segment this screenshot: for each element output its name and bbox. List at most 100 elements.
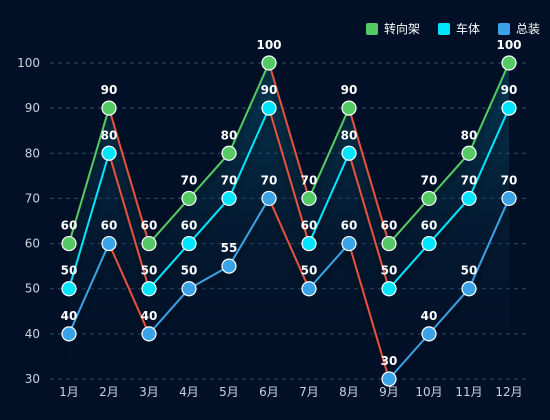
data-label-bogie-8: 90 bbox=[341, 83, 358, 97]
point-assembly-6[interactable] bbox=[261, 190, 277, 207]
series-segment-bogie-6 bbox=[268, 62, 310, 200]
series-segment-bogie-7 bbox=[308, 107, 350, 200]
x-tick-label-8: 8月 bbox=[339, 385, 359, 399]
point-body-12[interactable] bbox=[501, 100, 517, 116]
point-bogie-8[interactable] bbox=[341, 100, 357, 116]
y-tick-label-80: 80 bbox=[25, 146, 40, 160]
data-label-body-12: 90 bbox=[501, 83, 518, 97]
series-segment-bogie-1 bbox=[68, 107, 110, 245]
data-label-body-11: 70 bbox=[461, 173, 478, 187]
legend: 转向架 车体 总装 bbox=[365, 20, 540, 37]
point-bogie-6[interactable] bbox=[261, 55, 277, 71]
series-segment-bogie-8 bbox=[348, 107, 390, 245]
data-label-assembly-4: 50 bbox=[181, 264, 198, 278]
area-fill bbox=[69, 63, 509, 379]
point-bogie-4[interactable] bbox=[181, 190, 197, 207]
point-assembly-3[interactable] bbox=[141, 326, 157, 342]
point-assembly-12[interactable] bbox=[501, 190, 517, 207]
series-segment-body-9 bbox=[388, 242, 430, 290]
series-segment-assembly-2 bbox=[108, 242, 150, 335]
point-assembly-1[interactable] bbox=[61, 326, 77, 342]
point-body-8[interactable] bbox=[341, 145, 357, 161]
x-tick-label-12: 12月 bbox=[495, 385, 522, 399]
point-bogie-3[interactable] bbox=[141, 235, 157, 252]
series-segment-body-6 bbox=[268, 107, 310, 245]
point-body-1[interactable] bbox=[61, 281, 77, 297]
point-body-4[interactable] bbox=[181, 235, 197, 252]
y-tick-label-90: 90 bbox=[25, 101, 40, 115]
series-segment-bogie-10 bbox=[428, 152, 470, 200]
data-label-assembly-2: 60 bbox=[101, 219, 118, 233]
point-bogie-11[interactable] bbox=[461, 145, 477, 161]
data-label-bogie-1: 60 bbox=[61, 219, 78, 233]
series-segment-bogie-2 bbox=[108, 107, 150, 245]
point-bogie-1[interactable] bbox=[61, 235, 77, 252]
data-label-body-2: 80 bbox=[101, 128, 118, 142]
series-segment-body-11 bbox=[468, 107, 510, 200]
point-assembly-11[interactable] bbox=[461, 281, 477, 297]
legend-item-bogie[interactable]: 转向架 bbox=[365, 20, 420, 37]
x-tick-label-10: 10月 bbox=[415, 385, 442, 399]
point-body-6[interactable] bbox=[261, 100, 277, 116]
series-segment-body-10 bbox=[428, 197, 470, 245]
point-bogie-9[interactable] bbox=[381, 235, 397, 252]
y-tick-label-100: 100 bbox=[17, 56, 40, 70]
data-label-body-10: 60 bbox=[421, 219, 438, 233]
data-label-body-7: 60 bbox=[301, 219, 318, 233]
series-segment-assembly-6 bbox=[268, 197, 310, 290]
point-body-2[interactable] bbox=[101, 145, 117, 161]
y-tick-label-50: 50 bbox=[25, 282, 40, 296]
series-line-assembly bbox=[68, 197, 510, 380]
y-tick-label-60: 60 bbox=[25, 237, 40, 251]
data-label-assembly-10: 40 bbox=[421, 309, 438, 323]
x-tick-label-6: 6月 bbox=[259, 385, 279, 399]
point-assembly-7[interactable] bbox=[301, 281, 317, 297]
point-assembly-9[interactable] bbox=[381, 371, 397, 387]
series-segment-assembly-7 bbox=[308, 242, 350, 290]
series-segment-bogie-5 bbox=[228, 62, 270, 155]
series-line-body bbox=[68, 107, 510, 290]
x-tick-label-11: 11月 bbox=[455, 385, 482, 399]
point-body-9[interactable] bbox=[381, 281, 397, 297]
point-assembly-8[interactable] bbox=[341, 235, 357, 252]
data-label-bogie-4: 70 bbox=[181, 173, 198, 187]
legend-item-body[interactable]: 车体 bbox=[437, 20, 480, 37]
data-label-body-4: 60 bbox=[181, 219, 198, 233]
data-label-body-3: 50 bbox=[141, 264, 158, 278]
data-label-bogie-6: 100 bbox=[256, 38, 281, 52]
point-bogie-12[interactable] bbox=[501, 55, 517, 71]
legend-swatch-bogie bbox=[365, 22, 378, 35]
data-label-bogie-10: 70 bbox=[421, 173, 438, 187]
point-body-10[interactable] bbox=[421, 235, 437, 252]
data-label-bogie-7: 70 bbox=[301, 173, 318, 187]
point-assembly-4[interactable] bbox=[181, 281, 197, 297]
data-label-body-5: 70 bbox=[221, 173, 238, 187]
point-bogie-5[interactable] bbox=[221, 145, 237, 161]
series-segment-assembly-5 bbox=[228, 197, 270, 268]
data-label-bogie-5: 80 bbox=[221, 128, 238, 142]
point-body-7[interactable] bbox=[301, 235, 317, 252]
series-segment-bogie-4 bbox=[188, 152, 230, 200]
series-segment-assembly-9 bbox=[388, 332, 430, 380]
point-assembly-10[interactable] bbox=[421, 326, 437, 342]
point-body-3[interactable] bbox=[141, 281, 157, 297]
legend-item-assembly[interactable]: 总装 bbox=[497, 20, 540, 37]
point-assembly-2[interactable] bbox=[101, 235, 117, 252]
point-bogie-7[interactable] bbox=[301, 190, 317, 207]
series-segment-bogie-3 bbox=[148, 197, 190, 245]
series-segment-body-1 bbox=[68, 152, 110, 290]
x-tick-label-9: 9月 bbox=[379, 385, 399, 399]
point-bogie-2[interactable] bbox=[101, 100, 117, 116]
y-tick-label-40: 40 bbox=[25, 327, 40, 341]
series-segment-body-2 bbox=[108, 152, 150, 290]
legend-swatch-body bbox=[437, 22, 450, 35]
series-segment-body-3 bbox=[148, 242, 190, 290]
data-label-assembly-11: 50 bbox=[461, 264, 478, 278]
point-body-11[interactable] bbox=[461, 190, 477, 207]
point-bogie-10[interactable] bbox=[421, 190, 437, 207]
x-tick-label-4: 4月 bbox=[179, 385, 199, 399]
point-assembly-5[interactable] bbox=[221, 258, 237, 274]
point-body-5[interactable] bbox=[221, 190, 237, 207]
